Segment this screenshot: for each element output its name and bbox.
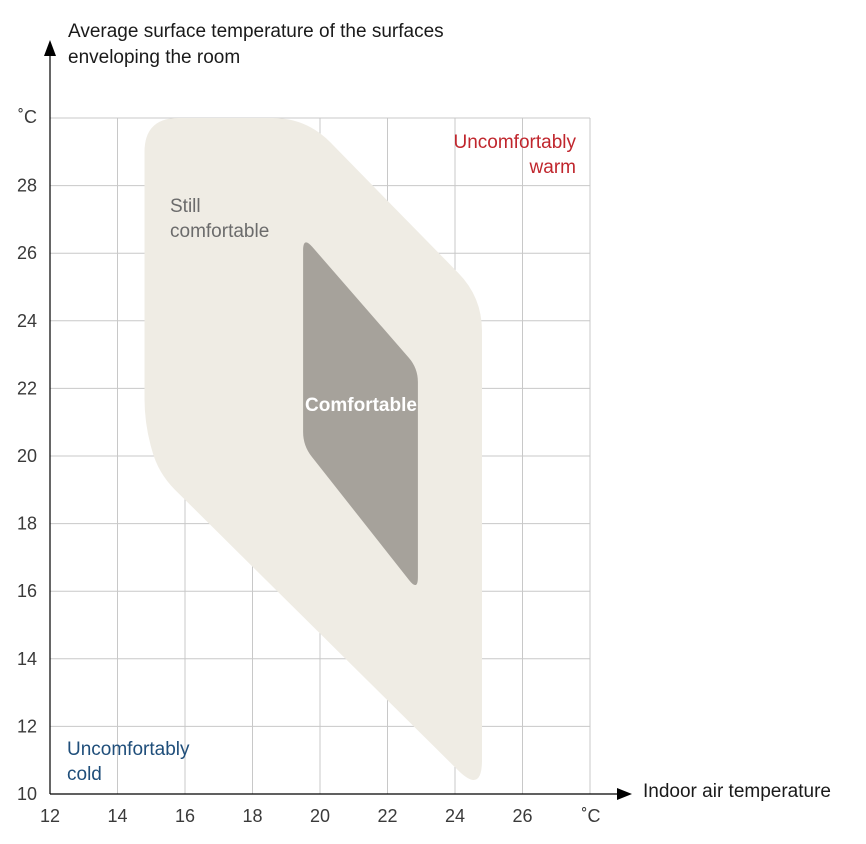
comfortable-region [303,242,418,586]
x-tick-label: 26 [512,806,532,826]
y-axis-arrow [44,40,56,56]
x-tick-label: 16 [175,806,195,826]
axes [44,40,632,800]
y-tick-label: 12 [17,716,37,736]
y-tick-label: 10 [17,784,37,804]
y-tick-label: 18 [17,514,37,534]
still-comfortable-label-line-1: Still [170,196,201,217]
comfortable-label: Comfortable [305,395,417,416]
x-axis-unit: ˚C [582,806,601,826]
y-tick-label: 20 [17,446,37,466]
x-tick-label: 24 [445,806,465,826]
y-tick-label: 26 [17,243,37,263]
y-axis-title-line-1: Average surface temperature of the surfa… [68,21,444,42]
y-tick-label: 28 [17,176,37,196]
x-tick-label: 12 [40,806,60,826]
uncomfortably-cold-label-line-2: cold [67,764,102,785]
x-tick-label: 18 [242,806,262,826]
y-tick-label: 24 [17,311,37,331]
y-axis-title-line-2: enveloping the room [68,47,240,68]
uncomfortably-cold-label-line-1: Uncomfortably [67,739,190,760]
y-tick-label: 14 [17,649,37,669]
still-comfortable-label-line-2: comfortable [170,221,269,242]
y-tick-label: 16 [17,581,37,601]
x-tick-label: 20 [310,806,330,826]
x-axis-arrow [617,788,632,800]
uncomfortably-warm-label-line-2: warm [529,157,576,178]
y-tick-label: 22 [17,378,37,398]
y-axis-unit: ˚C [18,107,37,127]
x-axis-title: Indoor air temperature [643,781,831,802]
x-tick-label: 14 [107,806,127,826]
uncomfortably-warm-label-line-1: Uncomfortably [454,132,577,153]
regions [144,118,482,780]
x-tick-label: 22 [377,806,397,826]
